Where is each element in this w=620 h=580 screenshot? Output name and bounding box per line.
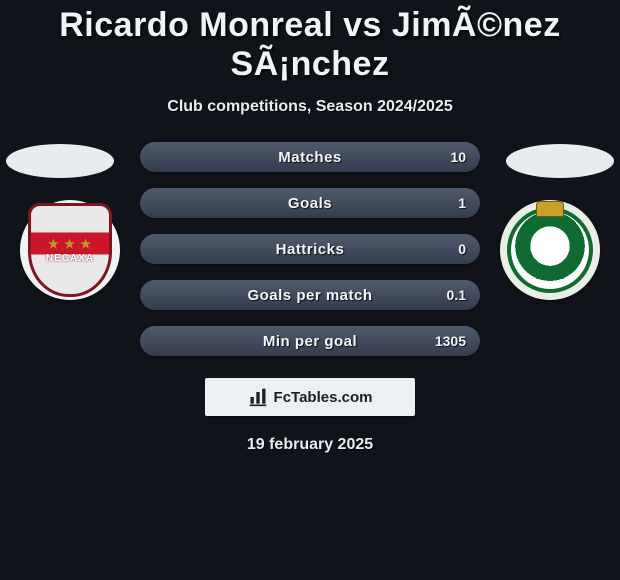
stat-bar-label: Goals per match [140, 280, 480, 310]
stat-bar: Min per goal 1305 [140, 326, 480, 356]
stat-bar-label: Matches [140, 142, 480, 172]
necaxa-shield: ★ ★ ★ NECAXA [28, 203, 112, 297]
page-title: Ricardo Monreal vs JimÃ©nez SÃ¡nchez [0, 0, 620, 84]
stat-bar-label: Min per goal [140, 326, 480, 356]
brand-text: FcTables.com [274, 389, 373, 406]
santos-label-top: CLUB [511, 221, 589, 228]
stat-bar: Goals per match 0.1 [140, 280, 480, 310]
bar-chart-icon [248, 387, 268, 407]
stat-bar: Hattricks 0 [140, 234, 480, 264]
team-crest-right: CLUB SANTOS [500, 200, 600, 300]
competition-subtitle: Club competitions, Season 2024/2025 [0, 98, 620, 116]
snapshot-date: 19 february 2025 [0, 436, 620, 454]
necaxa-stars-icon: ★ ★ ★ [48, 237, 92, 251]
comparison-stage: ★ ★ ★ NECAXA CLUB SANTOS Matches 10 Goal… [0, 142, 620, 462]
stat-bar-label: Hattricks [140, 234, 480, 264]
ellipse-left [6, 144, 114, 178]
santos-shield: CLUB SANTOS [507, 207, 593, 293]
stat-bars: Matches 10 Goals 1 Hattricks 0 Goals per… [140, 142, 480, 372]
santos-label-bottom: SANTOS [511, 274, 589, 281]
stat-bar: Matches 10 [140, 142, 480, 172]
stat-bar-value: 10 [450, 142, 466, 172]
stat-bar-value: 0 [458, 234, 466, 264]
stat-bar-value: 0.1 [447, 280, 466, 310]
necaxa-label: NECAXA [46, 253, 94, 264]
stat-bar-label: Goals [140, 188, 480, 218]
stat-bar-value: 1305 [435, 326, 466, 356]
ellipse-right [506, 144, 614, 178]
brand-card: FcTables.com [205, 378, 415, 416]
team-crest-left: ★ ★ ★ NECAXA [20, 200, 120, 300]
stat-bar: Goals 1 [140, 188, 480, 218]
stat-bar-value: 1 [458, 188, 466, 218]
